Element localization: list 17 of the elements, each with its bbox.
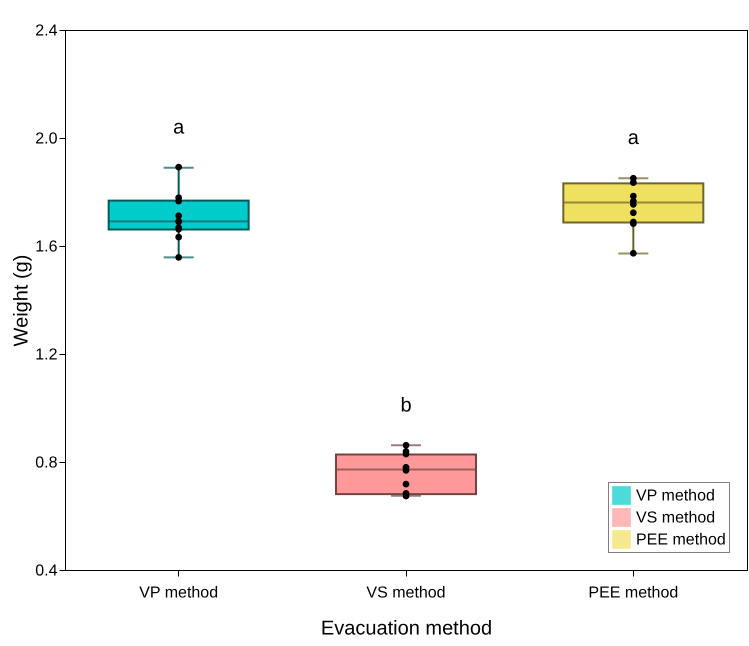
annotation: a xyxy=(173,116,186,139)
y-tick-label: 1.2 xyxy=(35,346,58,364)
annotation: a xyxy=(628,127,640,150)
x-tick-label: VP method xyxy=(139,584,218,602)
y-tick-label: 1.6 xyxy=(35,238,58,256)
x-axis-title: Evacuation method xyxy=(320,618,492,640)
legend-label: VS method xyxy=(636,510,716,526)
legend-label: VP method xyxy=(636,488,715,504)
y-tick-label: 2.0 xyxy=(35,130,58,148)
y-tick-label: 0.4 xyxy=(35,562,58,580)
annotation: b xyxy=(400,394,412,416)
y-axis-title: Weight (g) xyxy=(10,254,32,346)
y-tick-label: 2.4 xyxy=(35,22,58,40)
legend-label: PEE method xyxy=(636,532,726,548)
x-tick-label: PEE method xyxy=(588,584,678,602)
x-tick-label: VS method xyxy=(366,584,446,602)
y-tick-label: 0.8 xyxy=(35,454,58,472)
